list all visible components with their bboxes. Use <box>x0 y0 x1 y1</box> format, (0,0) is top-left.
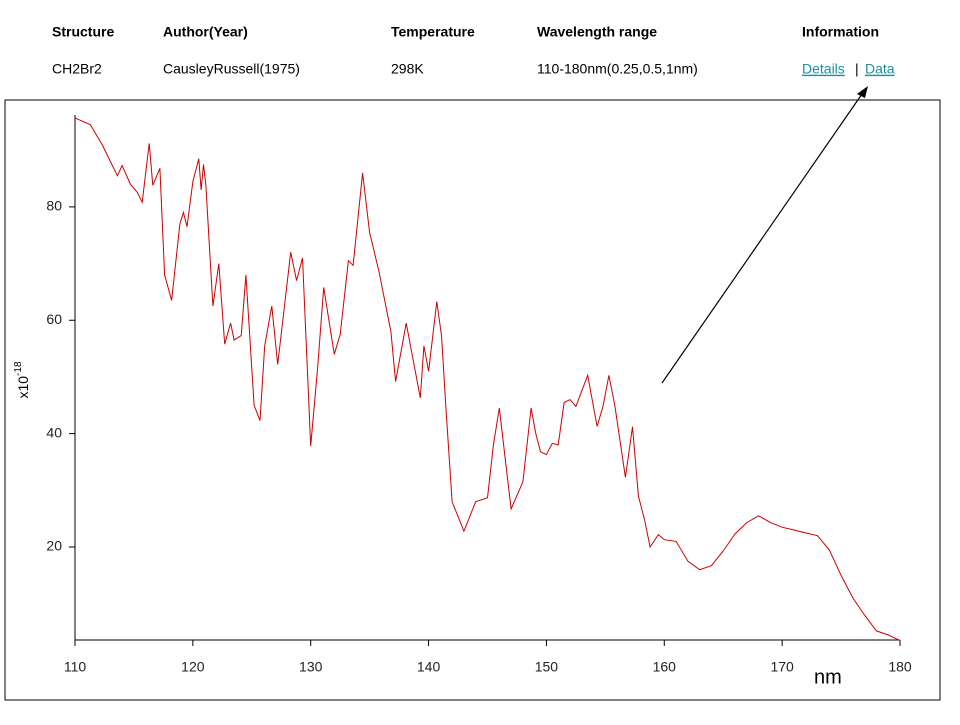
table-cell: 110-180nm(0.25,0.5,1nm) <box>537 61 698 77</box>
y-axis-label: x10-18 <box>13 361 31 398</box>
x-tick-label: 160 <box>653 659 677 675</box>
y-tick-label: 20 <box>46 538 62 554</box>
y-tick-label: 80 <box>46 198 62 214</box>
x-tick-label: 150 <box>535 659 559 675</box>
y-axis-label-exponent: -18 <box>13 361 24 376</box>
x-tick-label: 110 <box>64 659 87 675</box>
y-tick-label: 60 <box>46 311 62 327</box>
table-header: Temperature <box>391 24 475 40</box>
table-cell: CausleyRussell(1975) <box>163 61 300 77</box>
x-tick-label: 170 <box>770 659 794 675</box>
arrow <box>661 93 863 384</box>
table-header: Information <box>802 24 879 40</box>
plot-frame <box>4 99 941 701</box>
link-separator: | <box>855 61 859 77</box>
details-link[interactable]: Details <box>802 61 845 77</box>
data-link[interactable]: Data <box>865 61 895 77</box>
x-tick-label: 130 <box>299 659 323 675</box>
data-line <box>74 117 901 642</box>
arrow-head <box>857 86 868 98</box>
x-tick-label: 120 <box>181 659 205 675</box>
table-cell: 298K <box>391 61 424 77</box>
x-axis-label: nm <box>814 666 842 688</box>
x-tick-label: 140 <box>417 659 441 675</box>
y-tick-label: 40 <box>46 424 62 440</box>
x-tick-label: 180 <box>888 659 912 675</box>
table-header: Structure <box>52 24 114 40</box>
y-axis-label-base: x10 <box>15 376 31 399</box>
table-header: Author(Year) <box>163 24 248 40</box>
table-cell: CH2Br2 <box>52 61 102 77</box>
table-header: Wavelength range <box>537 24 657 40</box>
